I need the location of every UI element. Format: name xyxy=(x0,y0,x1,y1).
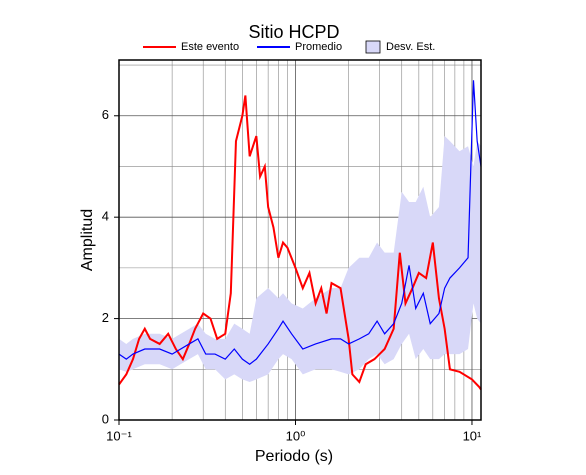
legend-swatch xyxy=(365,40,381,54)
series-line xyxy=(118,80,482,365)
y-tick-label: 0 xyxy=(102,411,109,426)
y-tick-label: 2 xyxy=(102,310,109,325)
x-tick-label: 10⁻¹ xyxy=(106,428,132,443)
legend-label: Promedio xyxy=(295,41,342,53)
plot-frame xyxy=(118,59,482,421)
std-band xyxy=(119,136,481,382)
legend-label: Este evento xyxy=(181,41,239,53)
y-axis-label: Amplitud xyxy=(79,209,96,271)
x-tick-label: 10¹ xyxy=(463,428,482,443)
x-axis-label: Periodo (s) xyxy=(255,448,333,465)
x-tick-label: 10⁰ xyxy=(286,428,306,443)
y-tick-label: 6 xyxy=(102,107,109,122)
series-line xyxy=(118,95,482,391)
chart-title: Sitio HCPD xyxy=(248,22,339,42)
legend-label: Desv. Est. xyxy=(386,41,435,53)
y-tick-label: 4 xyxy=(102,209,109,224)
